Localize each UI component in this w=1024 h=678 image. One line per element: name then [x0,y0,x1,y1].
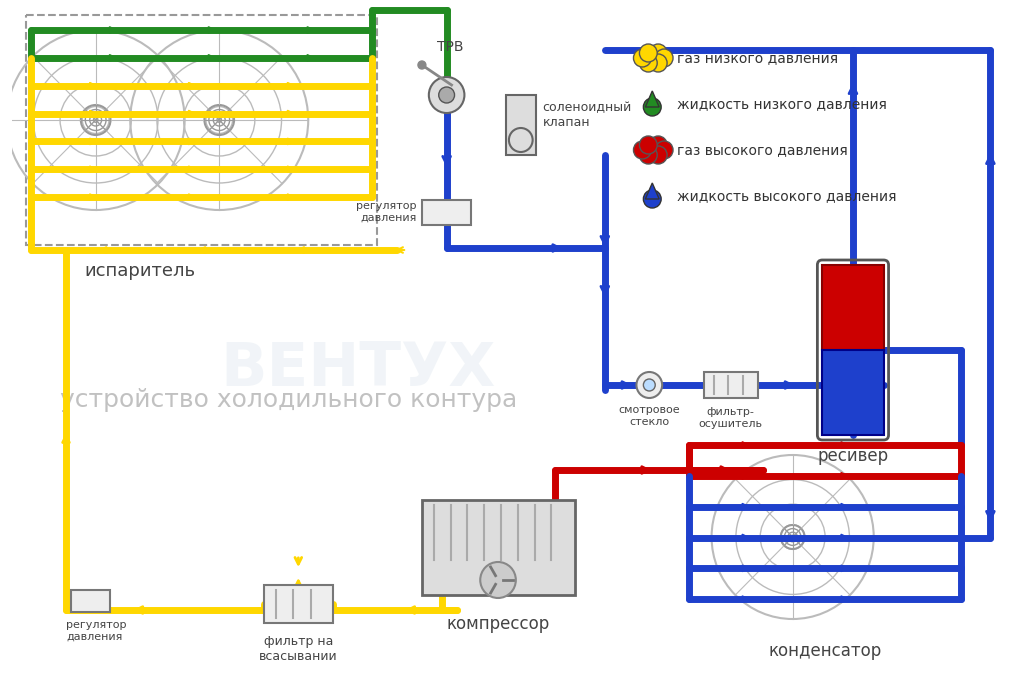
Text: смотровое
стекло: смотровое стекло [618,405,680,426]
Circle shape [643,49,662,67]
Bar [822,350,884,435]
Text: конденсатор: конденсатор [768,642,882,660]
Bar [27,15,378,245]
Circle shape [639,54,657,72]
Circle shape [649,146,667,164]
Circle shape [643,141,662,159]
Text: устройство холодильного контура: устройство холодильного контура [59,388,517,412]
Text: фильтр на
всасывании: фильтр на всасывании [259,635,338,663]
Circle shape [418,61,426,69]
Text: газ высокого давления: газ высокого давления [677,143,848,157]
Text: ресивер: ресивер [817,447,889,465]
Circle shape [643,98,662,116]
Text: ТРВ: ТРВ [437,40,463,54]
Text: регулятор
давления: регулятор давления [356,201,417,223]
Bar [822,265,884,350]
Circle shape [643,379,655,391]
Bar [703,372,758,398]
Circle shape [649,44,667,62]
Circle shape [637,372,663,398]
Circle shape [639,44,657,62]
Text: жидкость низкого давления: жидкость низкого давления [677,97,887,111]
Bar [506,95,536,155]
Text: газ низкого давления: газ низкого давления [677,51,838,65]
Circle shape [480,562,516,598]
Circle shape [655,49,673,67]
Bar [264,585,333,623]
Bar [422,200,471,225]
Text: ВЕНТУХ: ВЕНТУХ [220,340,496,399]
Circle shape [649,136,667,154]
Circle shape [429,77,465,113]
Polygon shape [645,183,659,199]
Circle shape [639,136,657,154]
Text: испаритель: испаритель [85,262,196,280]
Circle shape [438,87,455,103]
Text: регулятор
давления: регулятор давления [66,620,127,641]
Circle shape [649,54,667,72]
Circle shape [634,49,651,67]
Text: компрессор: компрессор [446,615,550,633]
Bar [422,500,575,595]
Circle shape [655,141,673,159]
Bar [71,590,111,612]
Text: фильтр-
осушитель: фильтр- осушитель [698,407,763,428]
Circle shape [634,141,651,159]
Polygon shape [645,91,659,107]
Circle shape [643,190,662,208]
Text: соленоидный
клапан: соленоидный клапан [543,101,632,129]
Circle shape [639,146,657,164]
Text: жидкость высокого давления: жидкость высокого давления [677,189,896,203]
